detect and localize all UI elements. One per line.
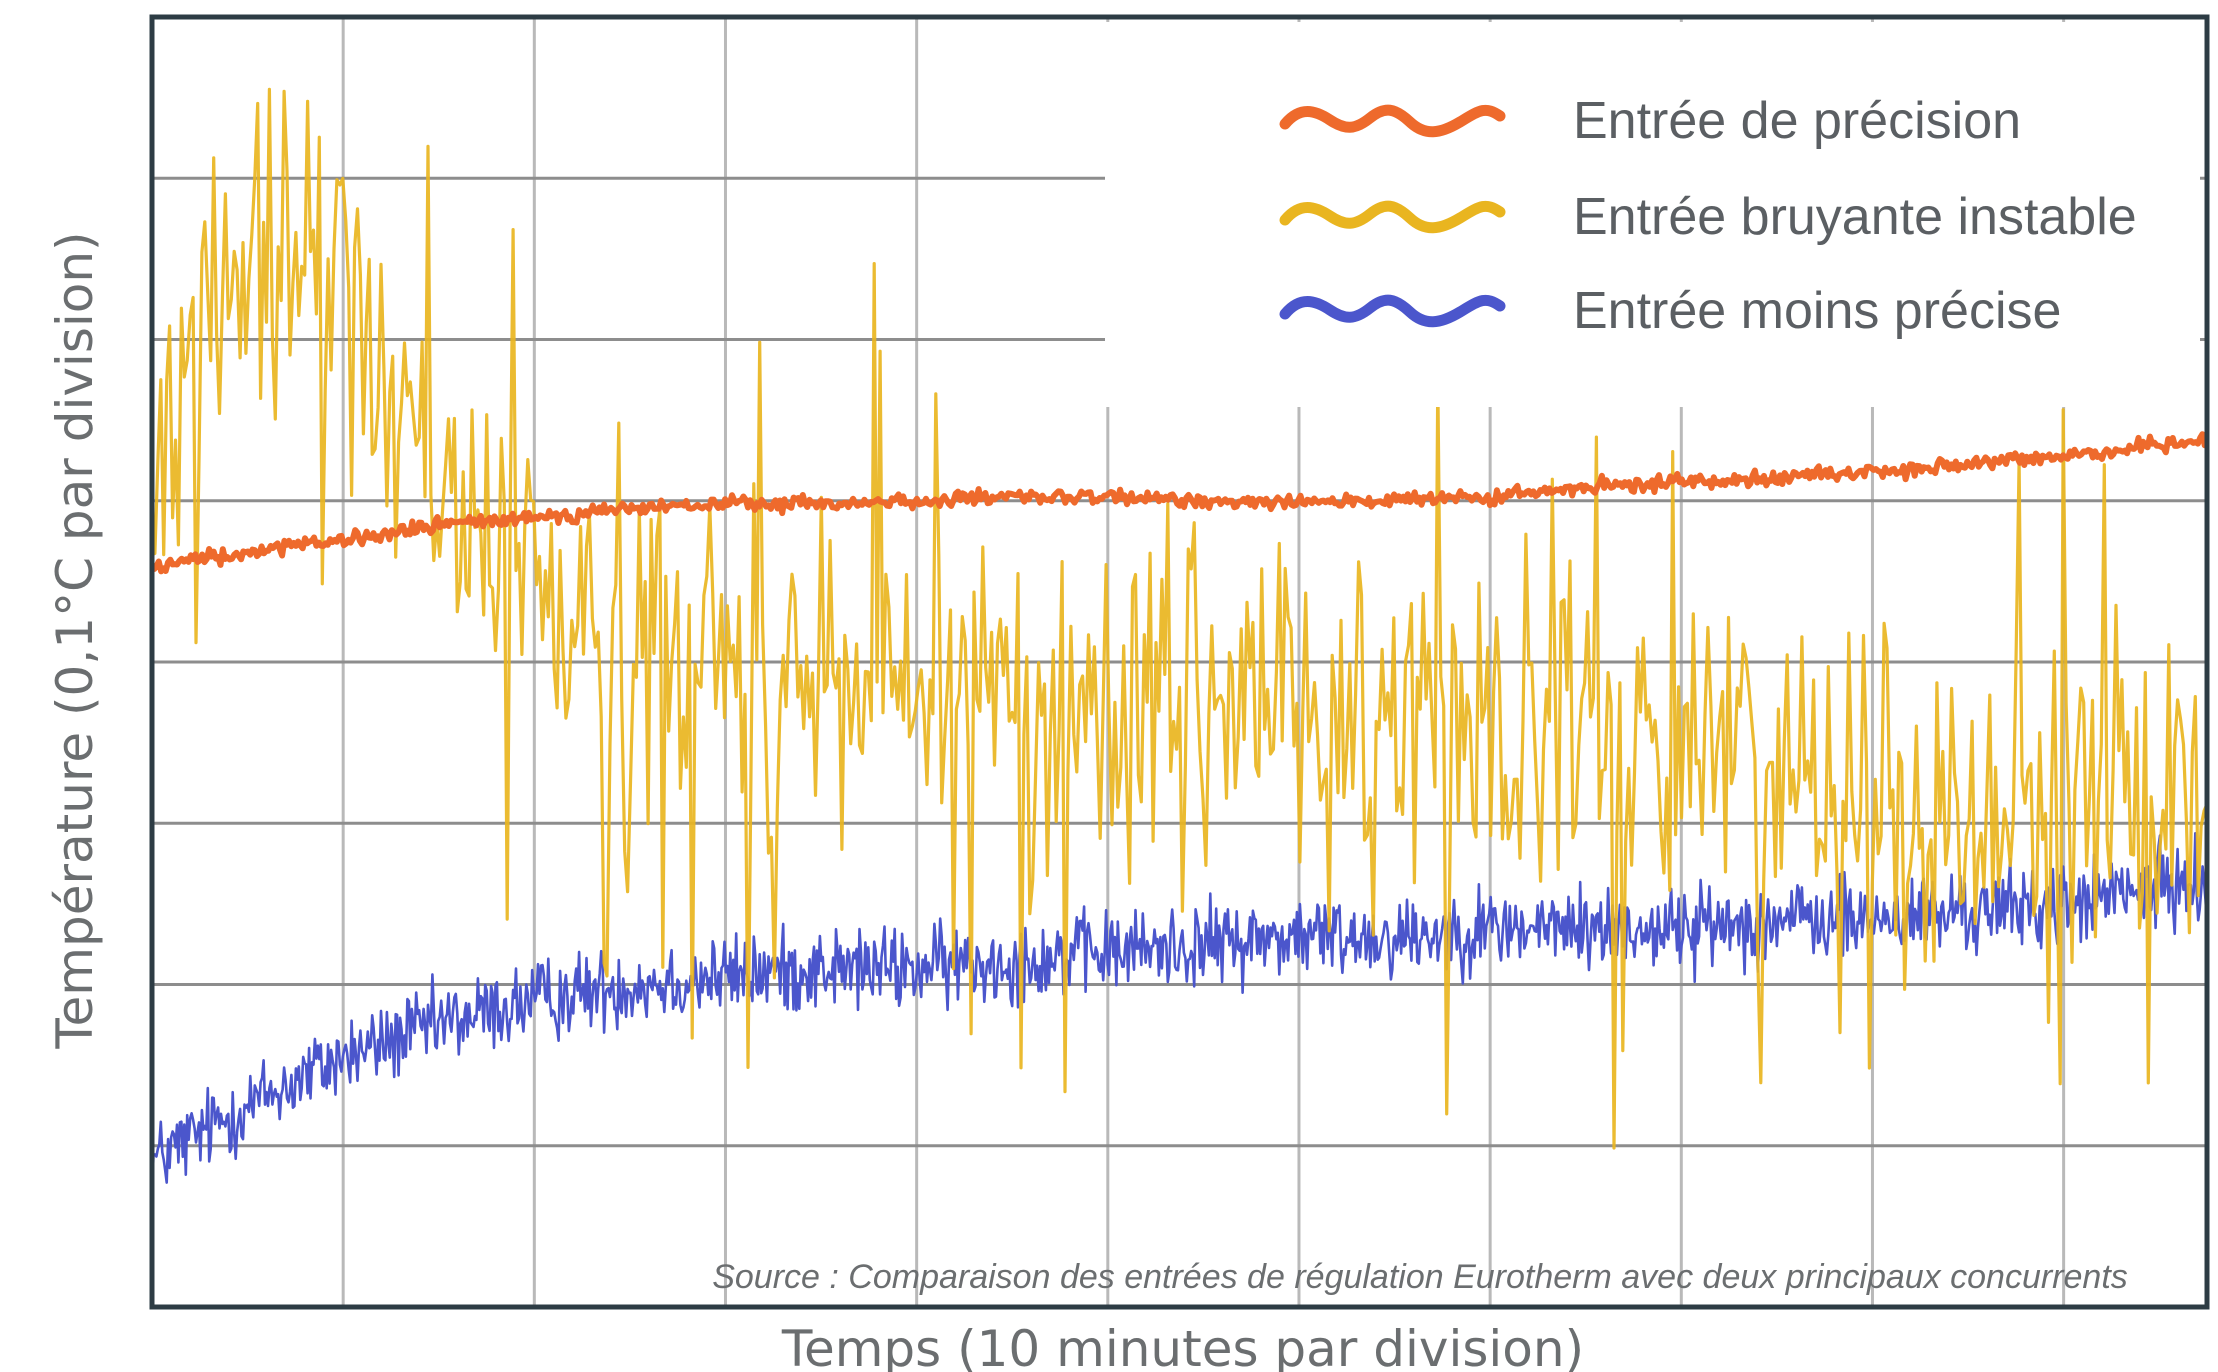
source-note: Source : Comparaison des entrées de régu… [712, 1258, 2128, 1296]
plot-frame [149, 14, 2210, 1310]
series-line [149, 431, 2210, 575]
legend: Entrée de précision Entrée bruyante insta… [1279, 92, 2137, 340]
series-line [150, 832, 2209, 1200]
legend-label: Entrée de précision [1573, 92, 2021, 150]
legend-label: Entrée bruyante instable [1573, 188, 2137, 246]
legend-swatch [1279, 200, 1506, 234]
series-layer [149, 87, 2210, 1200]
legend-label: Entrée moins précise [1573, 282, 2061, 340]
legend-swatch [1279, 294, 1506, 328]
series-line [150, 87, 2209, 1150]
legend-swatch [1279, 104, 1506, 138]
x-axis-title: Temps (10 minutes par division) [781, 1320, 1584, 1372]
y-axis-title: Température (0,1°C par division) [46, 231, 104, 1049]
